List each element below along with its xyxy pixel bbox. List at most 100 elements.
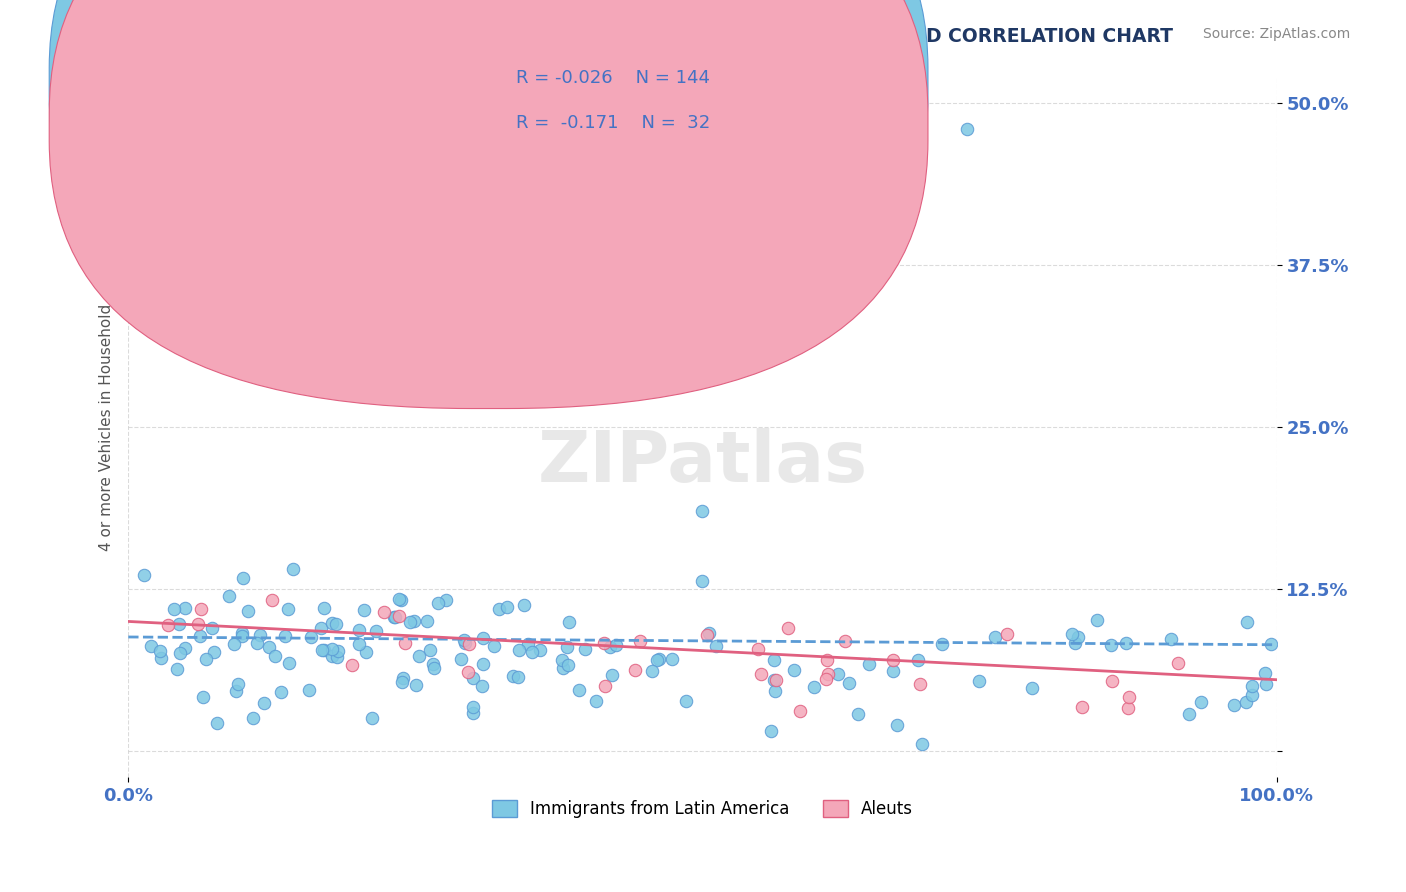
Aleuts (765, 673, 787, 688)
Immigrants from Latin America (218, 589, 240, 603)
Immigrants from Latin America (1241, 689, 1264, 703)
Aleuts (1070, 699, 1092, 714)
Aleuts (593, 679, 616, 693)
Immigrants from Latin America (931, 636, 953, 650)
Aleuts (789, 704, 811, 718)
Immigrants from Latin America (692, 504, 714, 518)
Immigrants from Latin America (488, 601, 510, 615)
Aleuts (342, 657, 364, 672)
Immigrants from Latin America (202, 645, 225, 659)
Immigrants from Latin America (661, 652, 683, 666)
Immigrants from Latin America (389, 592, 412, 607)
Aleuts (696, 628, 718, 642)
Immigrants from Latin America (1101, 639, 1123, 653)
Immigrants from Latin America (1240, 679, 1263, 693)
Immigrants from Latin America (858, 657, 880, 672)
Immigrants from Latin America (242, 711, 264, 725)
Aleuts (157, 618, 180, 632)
Aleuts (457, 637, 479, 651)
Immigrants from Latin America (263, 649, 285, 664)
Aleuts (814, 673, 837, 687)
Immigrants from Latin America (450, 652, 472, 666)
Immigrants from Latin America (321, 642, 343, 657)
Immigrants from Latin America (225, 684, 247, 698)
Immigrants from Latin America (222, 637, 245, 651)
Immigrants from Latin America (692, 574, 714, 588)
Immigrants from Latin America (188, 630, 211, 644)
Immigrants from Latin America (886, 718, 908, 732)
Immigrants from Latin America (585, 694, 607, 708)
Immigrants from Latin America (166, 662, 188, 676)
Immigrants from Latin America (983, 630, 1005, 644)
Immigrants from Latin America (422, 657, 444, 672)
Immigrants from Latin America (326, 644, 349, 658)
Immigrants from Latin America (602, 668, 624, 682)
Immigrants from Latin America (675, 694, 697, 708)
Immigrants from Latin America (312, 600, 335, 615)
Immigrants from Latin America (882, 664, 904, 678)
Immigrants from Latin America (434, 593, 457, 607)
Immigrants from Latin America (298, 683, 321, 698)
Immigrants from Latin America (347, 637, 370, 651)
Immigrants from Latin America (471, 679, 494, 693)
Immigrants from Latin America (191, 690, 214, 704)
Immigrants from Latin America (423, 661, 446, 675)
Immigrants from Latin America (910, 737, 932, 751)
Immigrants from Latin America (321, 615, 343, 630)
Immigrants from Latin America (763, 653, 786, 667)
Aleuts (882, 652, 904, 666)
Immigrants from Latin America (647, 652, 669, 666)
Aleuts (778, 622, 800, 636)
Aleuts (834, 633, 856, 648)
Immigrants from Latin America (391, 671, 413, 685)
Immigrants from Latin America (517, 636, 540, 650)
Y-axis label: 4 or more Vehicles in Household: 4 or more Vehicles in Household (100, 303, 114, 550)
Immigrants from Latin America (482, 639, 505, 653)
Immigrants from Latin America (955, 122, 977, 136)
Immigrants from Latin America (502, 669, 524, 683)
Immigrants from Latin America (453, 632, 475, 647)
Immigrants from Latin America (520, 645, 543, 659)
Immigrants from Latin America (529, 643, 551, 657)
Immigrants from Latin America (783, 663, 806, 677)
Immigrants from Latin America (1021, 681, 1043, 695)
Immigrants from Latin America (232, 571, 254, 585)
Immigrants from Latin America (426, 596, 449, 610)
Immigrants from Latin America (361, 711, 384, 725)
Aleuts (373, 606, 395, 620)
Aleuts (1101, 674, 1123, 689)
Immigrants from Latin America (174, 640, 197, 655)
Immigrants from Latin America (1160, 632, 1182, 646)
Immigrants from Latin America (557, 658, 579, 673)
Immigrants from Latin America (471, 657, 494, 671)
Aleuts (190, 601, 212, 615)
Immigrants from Latin America (759, 723, 782, 738)
Aleuts (997, 627, 1019, 641)
Immigrants from Latin America (1062, 627, 1084, 641)
Immigrants from Latin America (321, 648, 343, 663)
Immigrants from Latin America (391, 674, 413, 689)
Aleuts (1167, 657, 1189, 671)
Immigrants from Latin America (506, 670, 529, 684)
Immigrants from Latin America (281, 562, 304, 576)
Immigrants from Latin America (568, 682, 591, 697)
Immigrants from Latin America (496, 599, 519, 614)
Immigrants from Latin America (353, 603, 375, 617)
Immigrants from Latin America (398, 615, 420, 629)
Immigrants from Latin America (1254, 677, 1277, 691)
Immigrants from Latin America (384, 610, 406, 624)
Aleuts (1116, 700, 1139, 714)
Immigrants from Latin America (1064, 636, 1087, 650)
Immigrants from Latin America (299, 630, 322, 644)
Immigrants from Latin America (1189, 695, 1212, 709)
Immigrants from Latin America (706, 640, 728, 654)
Aleuts (187, 616, 209, 631)
Immigrants from Latin America (257, 640, 280, 654)
Aleuts (815, 653, 838, 667)
Immigrants from Latin America (201, 621, 224, 635)
Immigrants from Latin America (314, 643, 336, 657)
Immigrants from Latin America (167, 616, 190, 631)
Immigrants from Latin America (408, 648, 430, 663)
Immigrants from Latin America (149, 644, 172, 658)
Immigrants from Latin America (278, 657, 301, 671)
